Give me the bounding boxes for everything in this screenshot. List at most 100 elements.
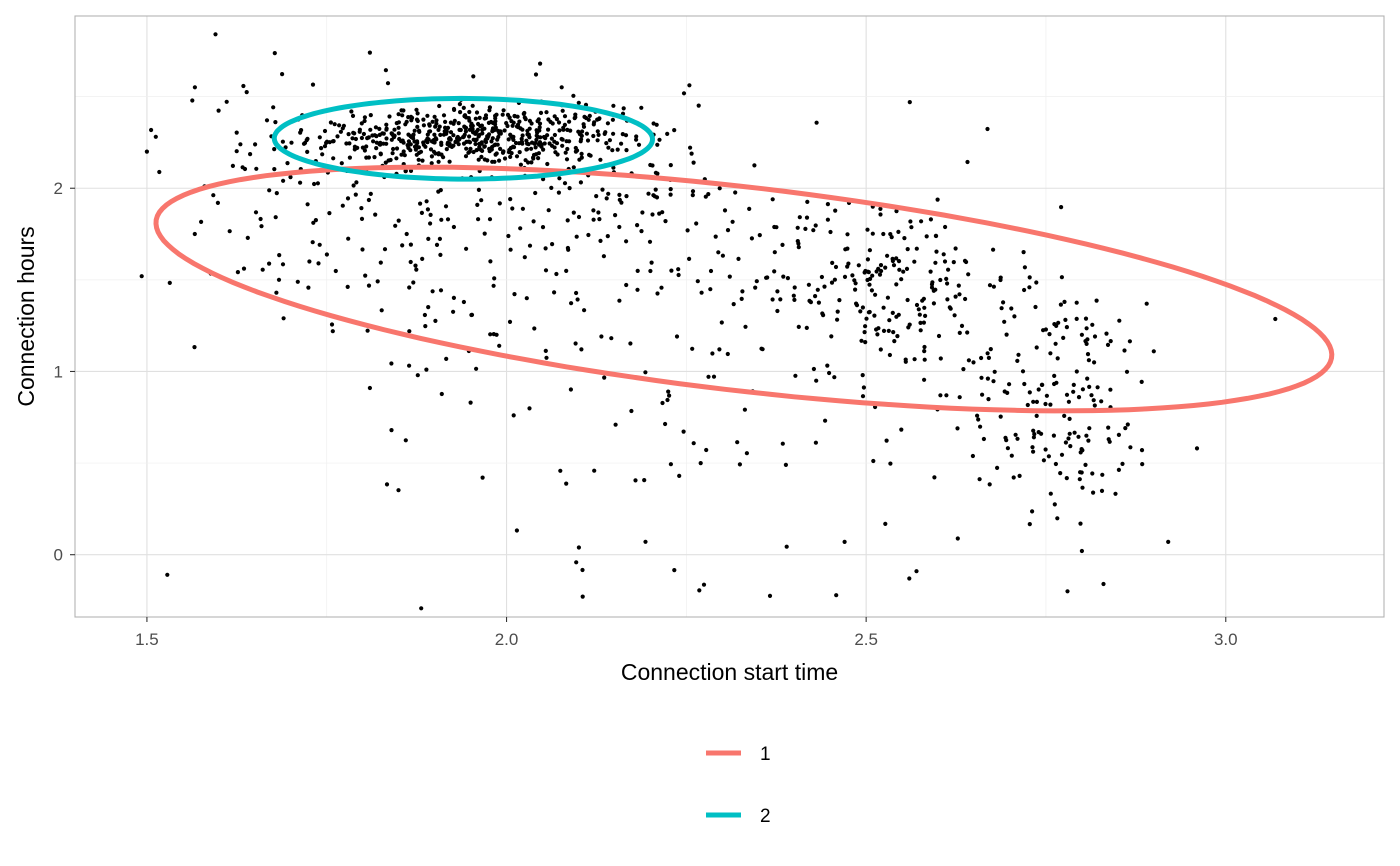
scatter-point [813,440,819,445]
scatter-point [319,146,324,151]
scatter-point [451,133,456,138]
scatter-point [549,136,555,141]
scatter-point [742,407,748,412]
scatter-point [317,242,322,247]
scatter-point [504,121,509,126]
scatter-point [482,231,487,236]
scatter-point [432,114,437,119]
scatter-point [470,103,475,108]
scatter-point [875,332,880,337]
scatter-point [749,236,755,241]
scatter-point [415,111,420,116]
scatter-point [598,157,603,162]
scatter-point [373,212,378,217]
scatter-point [567,119,572,124]
scatter-point [710,351,715,356]
scatter-point [439,391,444,397]
scatter-point [362,115,367,120]
scatter-point [862,330,867,335]
scatter-point [534,128,539,133]
scatter-point [216,108,221,113]
scatter-point [1009,453,1014,458]
scatter-point [1034,399,1039,404]
scatter-point [595,117,600,122]
scatter-point [643,370,648,375]
scatter-point [511,413,516,418]
scatter-point [1104,331,1109,336]
scatter-point [885,253,890,258]
scatter-point [532,326,537,331]
scatter-point [922,377,927,382]
scatter-point [772,269,777,274]
scatter-point [863,268,868,274]
scatter-point [617,224,622,230]
scatter-point [414,107,419,112]
scatter-point [352,144,357,149]
scatter-point [501,149,506,154]
scatter-point [865,227,870,232]
scatter-point [883,265,888,270]
scatter-point [486,132,492,137]
x-tick-label: 1.5 [135,630,159,649]
scatter-point [985,126,990,132]
scatter-point [1144,301,1149,306]
scatter-point [402,153,407,158]
scatter-point [819,274,825,280]
scatter-point [357,129,362,134]
scatter-point [1043,401,1048,407]
scatter-point [823,418,828,423]
scatter-point [476,121,481,127]
scatter-point [867,248,873,253]
scatter-point [1108,387,1113,392]
scatter-point [295,279,300,284]
scatter-point [701,582,707,587]
scatter-point [473,116,478,121]
scatter-point [1095,385,1100,390]
scatter-point [1066,399,1071,404]
scatter-point [1139,448,1145,453]
scatter-point [668,163,673,168]
scatter-point [248,152,253,157]
scatter-point [977,477,982,482]
scatter-point [914,569,919,574]
scatter-point [1092,403,1097,408]
scatter-point [897,267,902,272]
scatter-point [520,141,525,146]
scatter-point [346,132,351,137]
scatter-point [517,150,522,155]
scatter-point [698,461,703,466]
scatter-point [744,451,750,456]
scatter-point [378,260,383,265]
scatter-point [805,199,810,204]
scatter-point [1087,384,1092,389]
scatter-point [609,336,614,341]
scatter-point [438,132,443,137]
scatter-point [896,312,901,317]
scatter-point [367,50,372,55]
scatter-points [139,32,1278,611]
scatter-point [324,139,330,144]
scatter-point [943,224,948,230]
scatter-point [550,242,555,247]
scatter-point [552,145,557,150]
scatter-point [557,176,562,181]
scatter-point [227,229,232,234]
scatter-point [344,141,349,146]
scatter-point [634,134,639,139]
scatter-point [403,168,408,174]
scatter-point [1005,390,1010,395]
scatter-point [441,113,447,118]
scatter-point [492,276,497,281]
scatter-point [272,51,277,56]
scatter-point [434,118,439,123]
scatter-point [688,145,693,150]
scatter-point [1064,476,1069,481]
scatter-point [473,138,478,143]
scatter-point [332,122,337,127]
scatter-point [634,137,639,142]
scatter-point [1032,432,1037,437]
scatter-point [780,242,785,247]
scatter-point [830,260,835,265]
scatter-point [1048,491,1053,496]
scatter-point [456,121,461,126]
